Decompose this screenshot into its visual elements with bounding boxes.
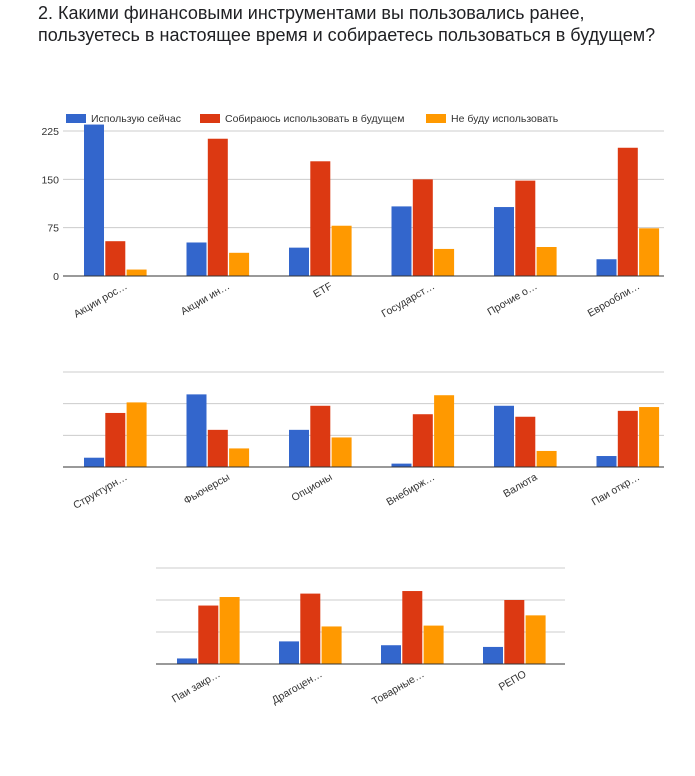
bar-1-5-1 — [494, 207, 514, 276]
category-label: Акции ин… — [179, 280, 232, 318]
bar-1-1-2 — [105, 241, 126, 276]
bar-1-1-3 — [126, 269, 147, 276]
bar-3-1-2 — [198, 605, 219, 664]
legend-label-3: Не буду использовать — [451, 113, 559, 125]
bar-2-6-2 — [617, 410, 638, 467]
category-label: Еврообли… — [586, 280, 642, 319]
y-tick-label: 150 — [41, 174, 59, 186]
legend-swatch-2 — [200, 114, 220, 123]
category-label: ETF — [311, 280, 334, 300]
category-label: Драгоцен… — [270, 668, 325, 707]
bar-3-4-3 — [525, 615, 546, 664]
bar-2-6-1 — [596, 456, 617, 467]
category-label: Паи закр… — [170, 668, 223, 705]
legend-label-1: Использую сейчас — [91, 113, 181, 125]
bar-1-2-3 — [229, 252, 250, 276]
bar-2-4-3 — [434, 395, 455, 467]
bar-3-2-2 — [300, 593, 321, 664]
bar-3-1-3 — [219, 597, 240, 664]
bar-2-3-1 — [289, 429, 309, 467]
bar-2-5-1 — [494, 405, 514, 467]
category-label: Валюта — [501, 471, 539, 500]
category-label: Паи откр… — [590, 471, 642, 508]
category-label: Структурн… — [71, 471, 129, 512]
bar-2-1-2 — [105, 412, 126, 467]
bar-2-1-1 — [84, 457, 104, 467]
bar-3-4-1 — [483, 646, 503, 664]
bar-1-3-2 — [310, 161, 331, 276]
bar-1-6-1 — [596, 259, 617, 276]
bar-1-4-2 — [412, 179, 433, 276]
bar-2-4-2 — [412, 414, 433, 467]
legend-swatch-1 — [66, 114, 86, 123]
bar-1-3-3 — [331, 225, 352, 276]
bar-2-5-2 — [515, 416, 536, 467]
bar-2-6-3 — [639, 407, 660, 467]
category-label: Акции рос… — [72, 280, 130, 320]
bar-3-1-1 — [177, 658, 197, 664]
bar-2-3-2 — [310, 405, 331, 467]
bar-2-3-3 — [331, 437, 352, 467]
bar-3-3-3 — [423, 625, 444, 664]
bar-1-2-2 — [207, 138, 228, 276]
bar-2-1-3 — [126, 402, 147, 467]
bar-2-2-1 — [186, 394, 207, 467]
question-title: 2. Какими финансовыми инструментами вы п… — [38, 3, 656, 45]
y-tick-label: 225 — [41, 126, 59, 138]
bar-1-6-2 — [617, 147, 638, 276]
bar-1-1-1 — [84, 124, 104, 276]
bar-2-5-3 — [536, 450, 557, 467]
category-label: Фьючерсы — [182, 471, 232, 507]
bar-2-4-1 — [391, 463, 412, 467]
bar-2-2-2 — [207, 429, 228, 467]
bar-3-2-1 — [279, 641, 299, 664]
bar-1-4-1 — [391, 206, 412, 276]
legend-label-2: Собираюсь использовать в будущем — [225, 113, 404, 125]
bar-1-6-3 — [639, 228, 660, 276]
bar-1-3-1 — [289, 247, 309, 276]
y-tick-label: 0 — [53, 271, 59, 283]
bar-3-4-2 — [504, 600, 525, 664]
bar-3-3-1 — [381, 645, 401, 664]
bar-1-5-3 — [536, 247, 557, 276]
category-label: Внебирж… — [384, 471, 437, 508]
legend-swatch-3 — [426, 114, 446, 123]
bar-2-2-3 — [229, 448, 250, 467]
category-label: Государст… — [380, 280, 437, 320]
category-label: РЕПО — [497, 668, 529, 693]
bar-3-3-2 — [402, 591, 423, 664]
category-label: Товарные… — [370, 668, 426, 708]
bar-1-4-3 — [434, 248, 455, 276]
bar-1-5-2 — [515, 180, 536, 276]
bar-3-2-3 — [321, 626, 342, 664]
bar-1-2-1 — [186, 242, 207, 276]
category-label: Опционы — [290, 471, 335, 504]
category-label: Прочие о… — [485, 280, 539, 318]
y-tick-label: 75 — [47, 223, 59, 235]
